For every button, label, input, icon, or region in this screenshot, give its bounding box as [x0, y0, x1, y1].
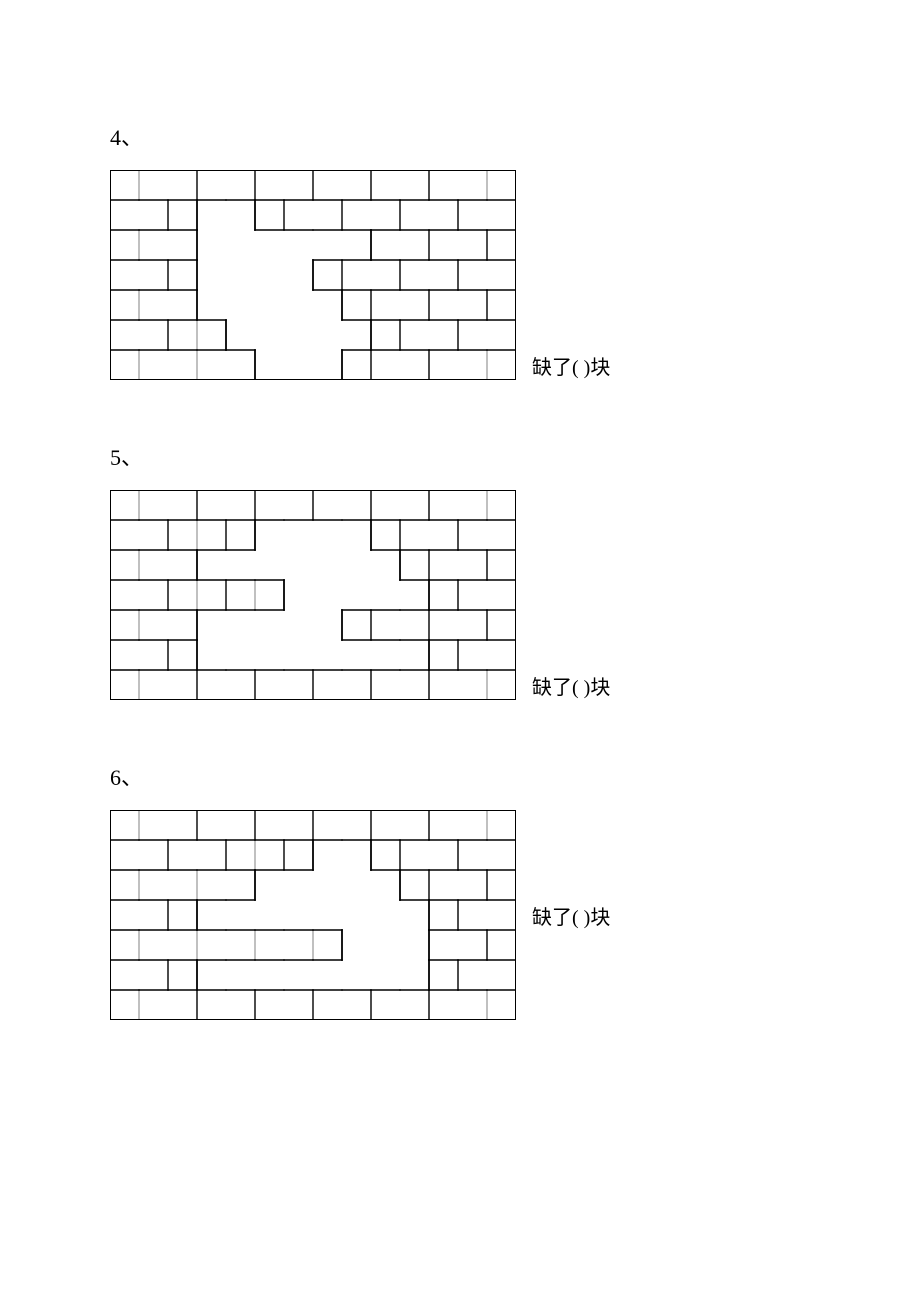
problem-number: 4、: [110, 120, 810, 152]
problem-5: 5、 缺了( )块: [110, 440, 810, 700]
problem-row: 缺了( )块: [110, 490, 810, 700]
brick-wall: [110, 490, 516, 700]
brick-wall: [110, 170, 516, 380]
missing-caption: 缺了( )块: [532, 351, 610, 380]
problem-4: 4、 缺了( )块: [110, 120, 810, 380]
problem-number: 5、: [110, 440, 810, 472]
worksheet-page: 4、 缺了( )块 5、 缺了( )块 6、 缺了( )块: [0, 0, 920, 1140]
missing-caption: 缺了( )块: [532, 901, 610, 930]
problem-row: 缺了( )块: [110, 810, 810, 1020]
problem-number: 6、: [110, 760, 810, 792]
problem-6: 6、 缺了( )块: [110, 760, 810, 1020]
brick-wall: [110, 810, 516, 1020]
missing-caption: 缺了( )块: [532, 671, 610, 700]
problem-row: 缺了( )块: [110, 170, 810, 380]
